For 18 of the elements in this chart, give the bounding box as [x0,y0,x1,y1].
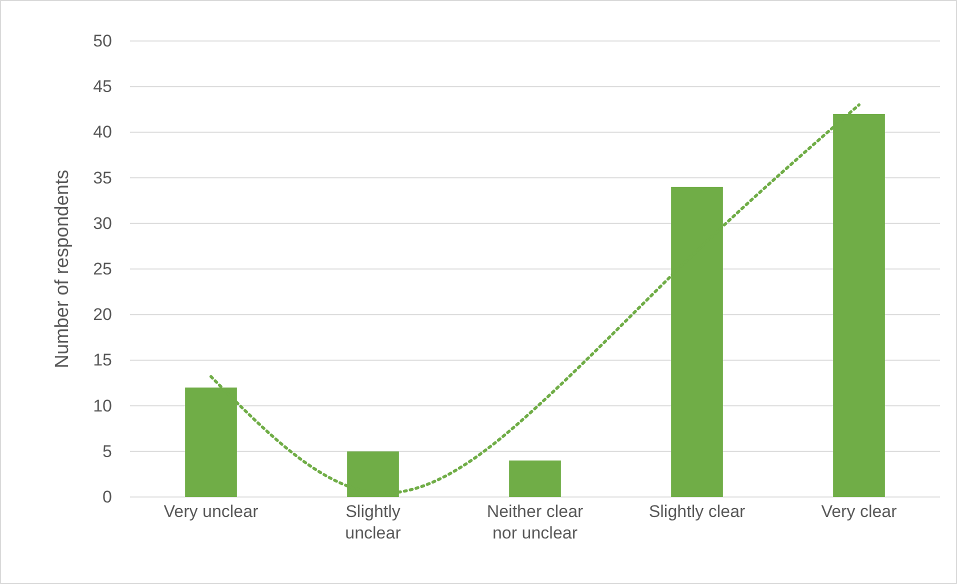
y-tick-label: 25 [93,259,112,278]
y-tick-label: 10 [93,396,112,416]
bar [509,460,561,497]
y-tick-label: 20 [93,305,112,324]
x-tick-label: Neither clear nor unclear [486,502,584,542]
y-tick-label: 30 [93,214,112,233]
x-tick-label: Slightly clear [648,502,746,521]
y-tick-label: 35 [93,168,112,188]
x-tick-label: Slightly unclear [345,502,402,542]
x-tick-label: Very unclear [164,502,259,521]
y-tick-label: 40 [93,122,112,142]
x-tick-label: Very clear [821,502,898,521]
y-tick-label: 0 [102,487,112,506]
y-tick-label: 5 [102,442,112,461]
y-tick-label: 15 [93,350,112,370]
y-tick-label: 45 [93,77,112,96]
y-tick-label: 50 [93,31,112,50]
y-axis-title: Number of respondents [52,170,73,368]
